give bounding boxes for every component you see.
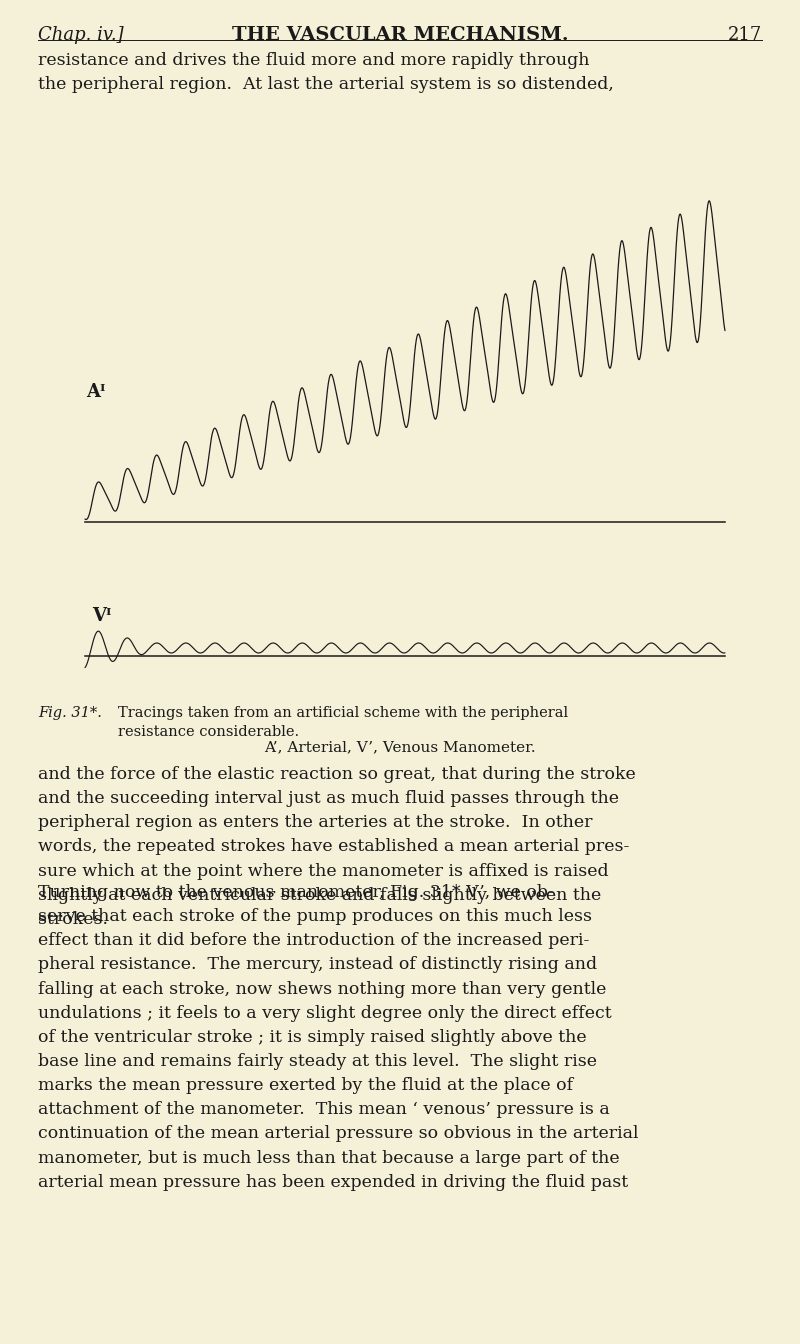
Text: resistance and drives the fluid more and more rapidly through
the peripheral reg: resistance and drives the fluid more and… <box>38 52 614 93</box>
Text: Aᴵ: Aᴵ <box>86 383 106 401</box>
Text: A’, Arterial, V’, Venous Manometer.: A’, Arterial, V’, Venous Manometer. <box>264 741 536 754</box>
Text: Vᴵ: Vᴵ <box>92 607 111 625</box>
Text: Turning now to the venous manometer, Fig. 31* V’, we ob-
serve that each stroke : Turning now to the venous manometer, Fig… <box>38 884 638 1191</box>
Text: 217: 217 <box>728 26 762 44</box>
Text: and the force of the elastic reaction so great, that during the stroke
and the s: and the force of the elastic reaction so… <box>38 766 636 927</box>
Text: Fig. 31*.: Fig. 31*. <box>38 706 102 720</box>
Text: THE VASCULAR MECHANISM.: THE VASCULAR MECHANISM. <box>232 26 568 44</box>
Text: Chap. iv.]: Chap. iv.] <box>38 26 124 44</box>
Text: Tracings taken from an artificial scheme with the peripheral
resistance consider: Tracings taken from an artificial scheme… <box>118 706 568 739</box>
